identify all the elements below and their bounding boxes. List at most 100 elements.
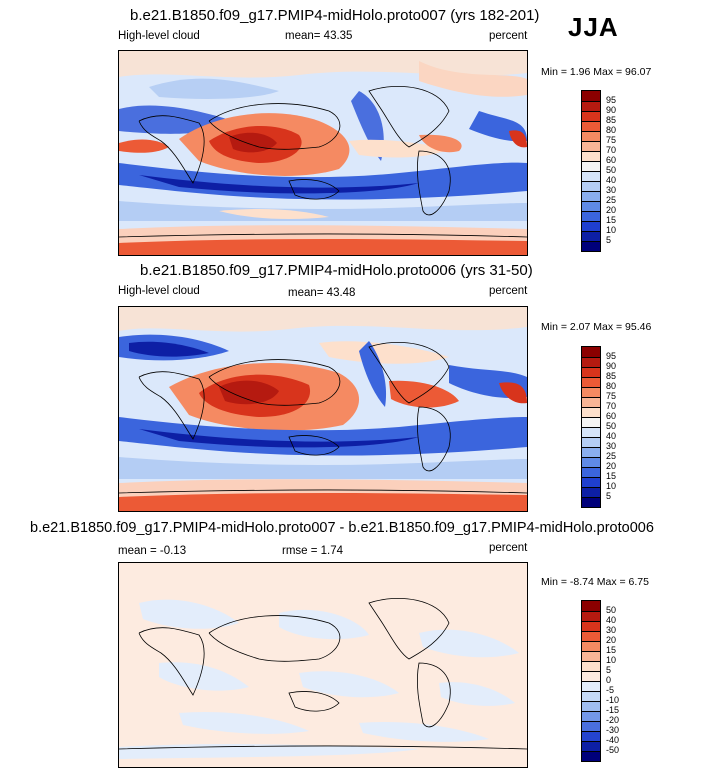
panel-2-map [118, 306, 528, 512]
colorbar-swatch [582, 201, 600, 211]
colorbar-swatch [582, 91, 600, 101]
colorbar-tick-label: 5 [606, 235, 612, 245]
panel-3-mean-label: mean = -0.13 [118, 545, 187, 557]
colorbar-swatch [582, 367, 600, 377]
colorbar-tick-label: -15 [606, 705, 620, 715]
panel-3-colorbar: 50 40 30 20 15 10 5 0 -5 -10 -15 -20 -30 -40 -50 [581, 600, 619, 762]
colorbar-tick-label: 60 [606, 411, 617, 421]
colorbar-tick-label: 75 [606, 391, 617, 401]
colorbar-swatch [582, 357, 600, 367]
colorbar-swatch [582, 397, 600, 407]
colorbar-tick-label: -30 [606, 725, 620, 735]
colorbar-tick-label: 95 [606, 351, 617, 361]
colorbar-swatch [582, 711, 600, 721]
panel-3-map-svg [119, 563, 527, 767]
panel-3-rmse-label: rmse = 1.74 [282, 545, 344, 557]
panel-1-map-svg [119, 51, 527, 255]
colorbar-tick-label: 50 [606, 605, 617, 615]
colorbar-swatch [582, 171, 600, 181]
colorbar-swatch [582, 131, 600, 141]
colorbar-swatch [582, 691, 600, 701]
colorbar-tick-label: 70 [606, 401, 617, 411]
colorbar-tick-label: 10 [606, 225, 617, 235]
panel-2-title: b.e21.B1850.f09_g17.PMIP4-midHolo.proto0… [140, 262, 533, 279]
colorbar-tick-label: 5 [606, 665, 612, 675]
colorbar-tick-label: -50 [606, 745, 620, 755]
colorbar-swatch [582, 181, 600, 191]
panel-1-units-label: percent [489, 30, 528, 42]
colorbar-swatch [582, 721, 600, 731]
colorbar-swatch [582, 417, 600, 427]
colorbar-tick-label: -40 [606, 735, 620, 745]
panel-2-units-label: percent [489, 285, 528, 297]
colorbar-tick-label: 25 [606, 451, 617, 461]
colorbar-tick-label: 15 [606, 215, 617, 225]
colorbar-swatch [582, 407, 600, 417]
colorbar-tick-label: 10 [606, 655, 617, 665]
colorbar-tick-label: 5 [606, 491, 612, 501]
colorbar-swatch [582, 601, 600, 611]
colorbar-tick-label: 40 [606, 175, 617, 185]
panel-2-colorbar: 95 90 85 80 75 70 60 50 40 30 25 20 15 10 5 [581, 346, 616, 508]
colorbar-swatch [582, 241, 600, 251]
colorbar-tick-label: 40 [606, 431, 617, 441]
colorbar-tick-label: 30 [606, 185, 617, 195]
colorbar-swatch [582, 621, 600, 631]
colorbar-tick-label: 0 [606, 675, 612, 685]
panel-1-title: b.e21.B1850.f09_g17.PMIP4-midHolo.proto0… [130, 7, 540, 24]
panel-1-map [118, 50, 528, 256]
panel-3-units-label: percent [489, 542, 528, 554]
panel-3-map [118, 562, 528, 768]
colorbar-tick-label: 15 [606, 645, 617, 655]
colorbar-swatch [582, 387, 600, 397]
colorbar-tick-label: 20 [606, 635, 617, 645]
panel-2-minmax: Min = 2.07 Max = 95.46 [541, 321, 652, 333]
colorbar-tick-label: 20 [606, 461, 617, 471]
panel-2-variable-label: High-level cloud [118, 285, 200, 297]
colorbar-tick-label: -10 [606, 695, 620, 705]
season-label: JJA [568, 12, 619, 42]
colorbar-swatch [582, 731, 600, 741]
panel-2-map-svg [119, 307, 527, 511]
colorbar-swatch [582, 477, 600, 487]
colorbar-tick-label: 40 [606, 615, 617, 625]
panel-1-colorbar: 95 90 85 80 75 70 60 50 40 30 25 20 15 10 5 [581, 90, 616, 252]
colorbar-tick-label: 75 [606, 135, 617, 145]
panel-1-mean-label: mean= 43.35 [285, 30, 353, 42]
colorbar-swatch [582, 671, 600, 681]
colorbar-swatch [582, 231, 600, 241]
colorbar-swatch [582, 191, 600, 201]
colorbar-swatch [582, 467, 600, 477]
colorbar-tick-label: 60 [606, 155, 617, 165]
colorbar-tick-label: 30 [606, 625, 617, 635]
colorbar-swatch [582, 651, 600, 661]
panel-1-variable-label: High-level cloud [118, 30, 200, 42]
colorbar-tick-label: 10 [606, 481, 617, 491]
colorbar-swatch [582, 751, 600, 761]
colorbar-swatch [582, 447, 600, 457]
colorbar-swatch [582, 211, 600, 221]
colorbar-tick-label: 80 [606, 125, 617, 135]
colorbar-tick-label: 30 [606, 441, 617, 451]
colorbar-swatch [582, 631, 600, 641]
colorbar-swatch [582, 151, 600, 161]
colorbar-swatch [582, 377, 600, 387]
colorbar-tick-label: 70 [606, 145, 617, 155]
colorbar-swatch [582, 497, 600, 507]
colorbar-swatch [582, 681, 600, 691]
colorbar-tick-label: 50 [606, 165, 617, 175]
colorbar-tick-label: 80 [606, 381, 617, 391]
colorbar-swatch [582, 347, 600, 357]
colorbar-swatch [582, 101, 600, 111]
colorbar-swatch [582, 741, 600, 751]
panel-1-minmax: Min = 1.96 Max = 96.07 [541, 66, 652, 78]
colorbar-swatch [582, 221, 600, 231]
colorbar-swatch [582, 641, 600, 651]
colorbar-swatch [582, 111, 600, 121]
colorbar-swatch [582, 661, 600, 671]
colorbar-tick-label: 90 [606, 361, 617, 371]
colorbar-tick-label: 90 [606, 105, 617, 115]
colorbar-swatch [582, 161, 600, 171]
colorbar-tick-label: 50 [606, 421, 617, 431]
colorbar-swatch [582, 141, 600, 151]
